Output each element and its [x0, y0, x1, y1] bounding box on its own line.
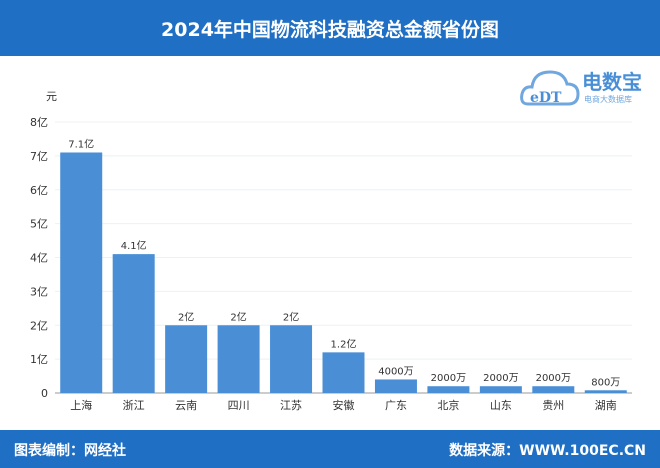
data-label: 4.1亿: [121, 239, 147, 252]
bar-上海: [60, 152, 103, 393]
y-tick-label: 4亿: [30, 252, 48, 265]
data-label: 2亿: [230, 310, 246, 323]
bar-贵州: [532, 386, 575, 393]
footer-credit: 图表编制：网经社: [14, 443, 126, 459]
footer: 图表编制：网经社 数据来源：WWW.100EC.CN: [0, 430, 660, 468]
data-label: 1.2亿: [331, 337, 357, 350]
data-label: 2000万: [483, 373, 518, 384]
bar-北京: [427, 386, 470, 393]
logo: eDT 电数宝 电商大数据库: [520, 62, 655, 112]
data-label: 2000万: [431, 373, 466, 384]
y-tick-label: 2亿: [30, 319, 48, 332]
bar-浙江: [112, 254, 155, 393]
data-label: 2亿: [178, 310, 194, 323]
x-tick-label: 四川: [228, 399, 250, 412]
x-tick-label: 上海: [70, 398, 92, 412]
data-label: 4000万: [378, 366, 413, 377]
svg-text:eDT: eDT: [530, 90, 562, 106]
x-tick-label: 山东: [490, 399, 512, 412]
y-tick-label: 1亿: [30, 353, 48, 366]
y-tick-label: 0: [41, 387, 48, 400]
bar-江苏: [270, 325, 313, 393]
logo-name: 电数宝: [582, 70, 642, 94]
x-tick-label: 云南: [175, 399, 197, 412]
bar-云南: [165, 325, 208, 393]
bar-四川: [217, 325, 260, 393]
footer-source: 数据来源：WWW.100EC.CN: [449, 443, 646, 459]
y-tick-label: 6亿: [30, 184, 48, 197]
page-title: 2024年中国物流科技融资总金额省份图: [0, 0, 660, 56]
x-tick-label: 江苏: [280, 399, 302, 412]
bar-山东: [479, 386, 522, 393]
logo-subtitle: 电商大数据库: [584, 95, 632, 104]
y-tick-label: 3亿: [30, 285, 48, 298]
data-label: 2000万: [536, 373, 571, 384]
y-axis-unit: 元: [46, 90, 57, 103]
data-label: 2亿: [283, 310, 299, 323]
bar-广东: [374, 379, 417, 393]
y-tick-label: 5亿: [30, 218, 48, 231]
y-tick-label: 8亿: [30, 116, 48, 129]
x-tick-label: 安徽: [333, 398, 355, 412]
data-label: 7.1亿: [68, 137, 94, 150]
x-tick-label: 湖南: [595, 399, 617, 412]
bar-湖南: [584, 390, 627, 393]
bar-安徽: [322, 352, 365, 393]
x-tick-label: 贵州: [542, 399, 564, 412]
x-tick-label: 广东: [385, 399, 407, 412]
y-tick-label: 7亿: [30, 150, 48, 163]
x-tick-label: 浙江: [123, 399, 145, 412]
data-label: 800万: [591, 377, 620, 388]
x-tick-label: 北京: [437, 398, 459, 412]
cloud-logo-icon: eDT: [520, 70, 580, 106]
